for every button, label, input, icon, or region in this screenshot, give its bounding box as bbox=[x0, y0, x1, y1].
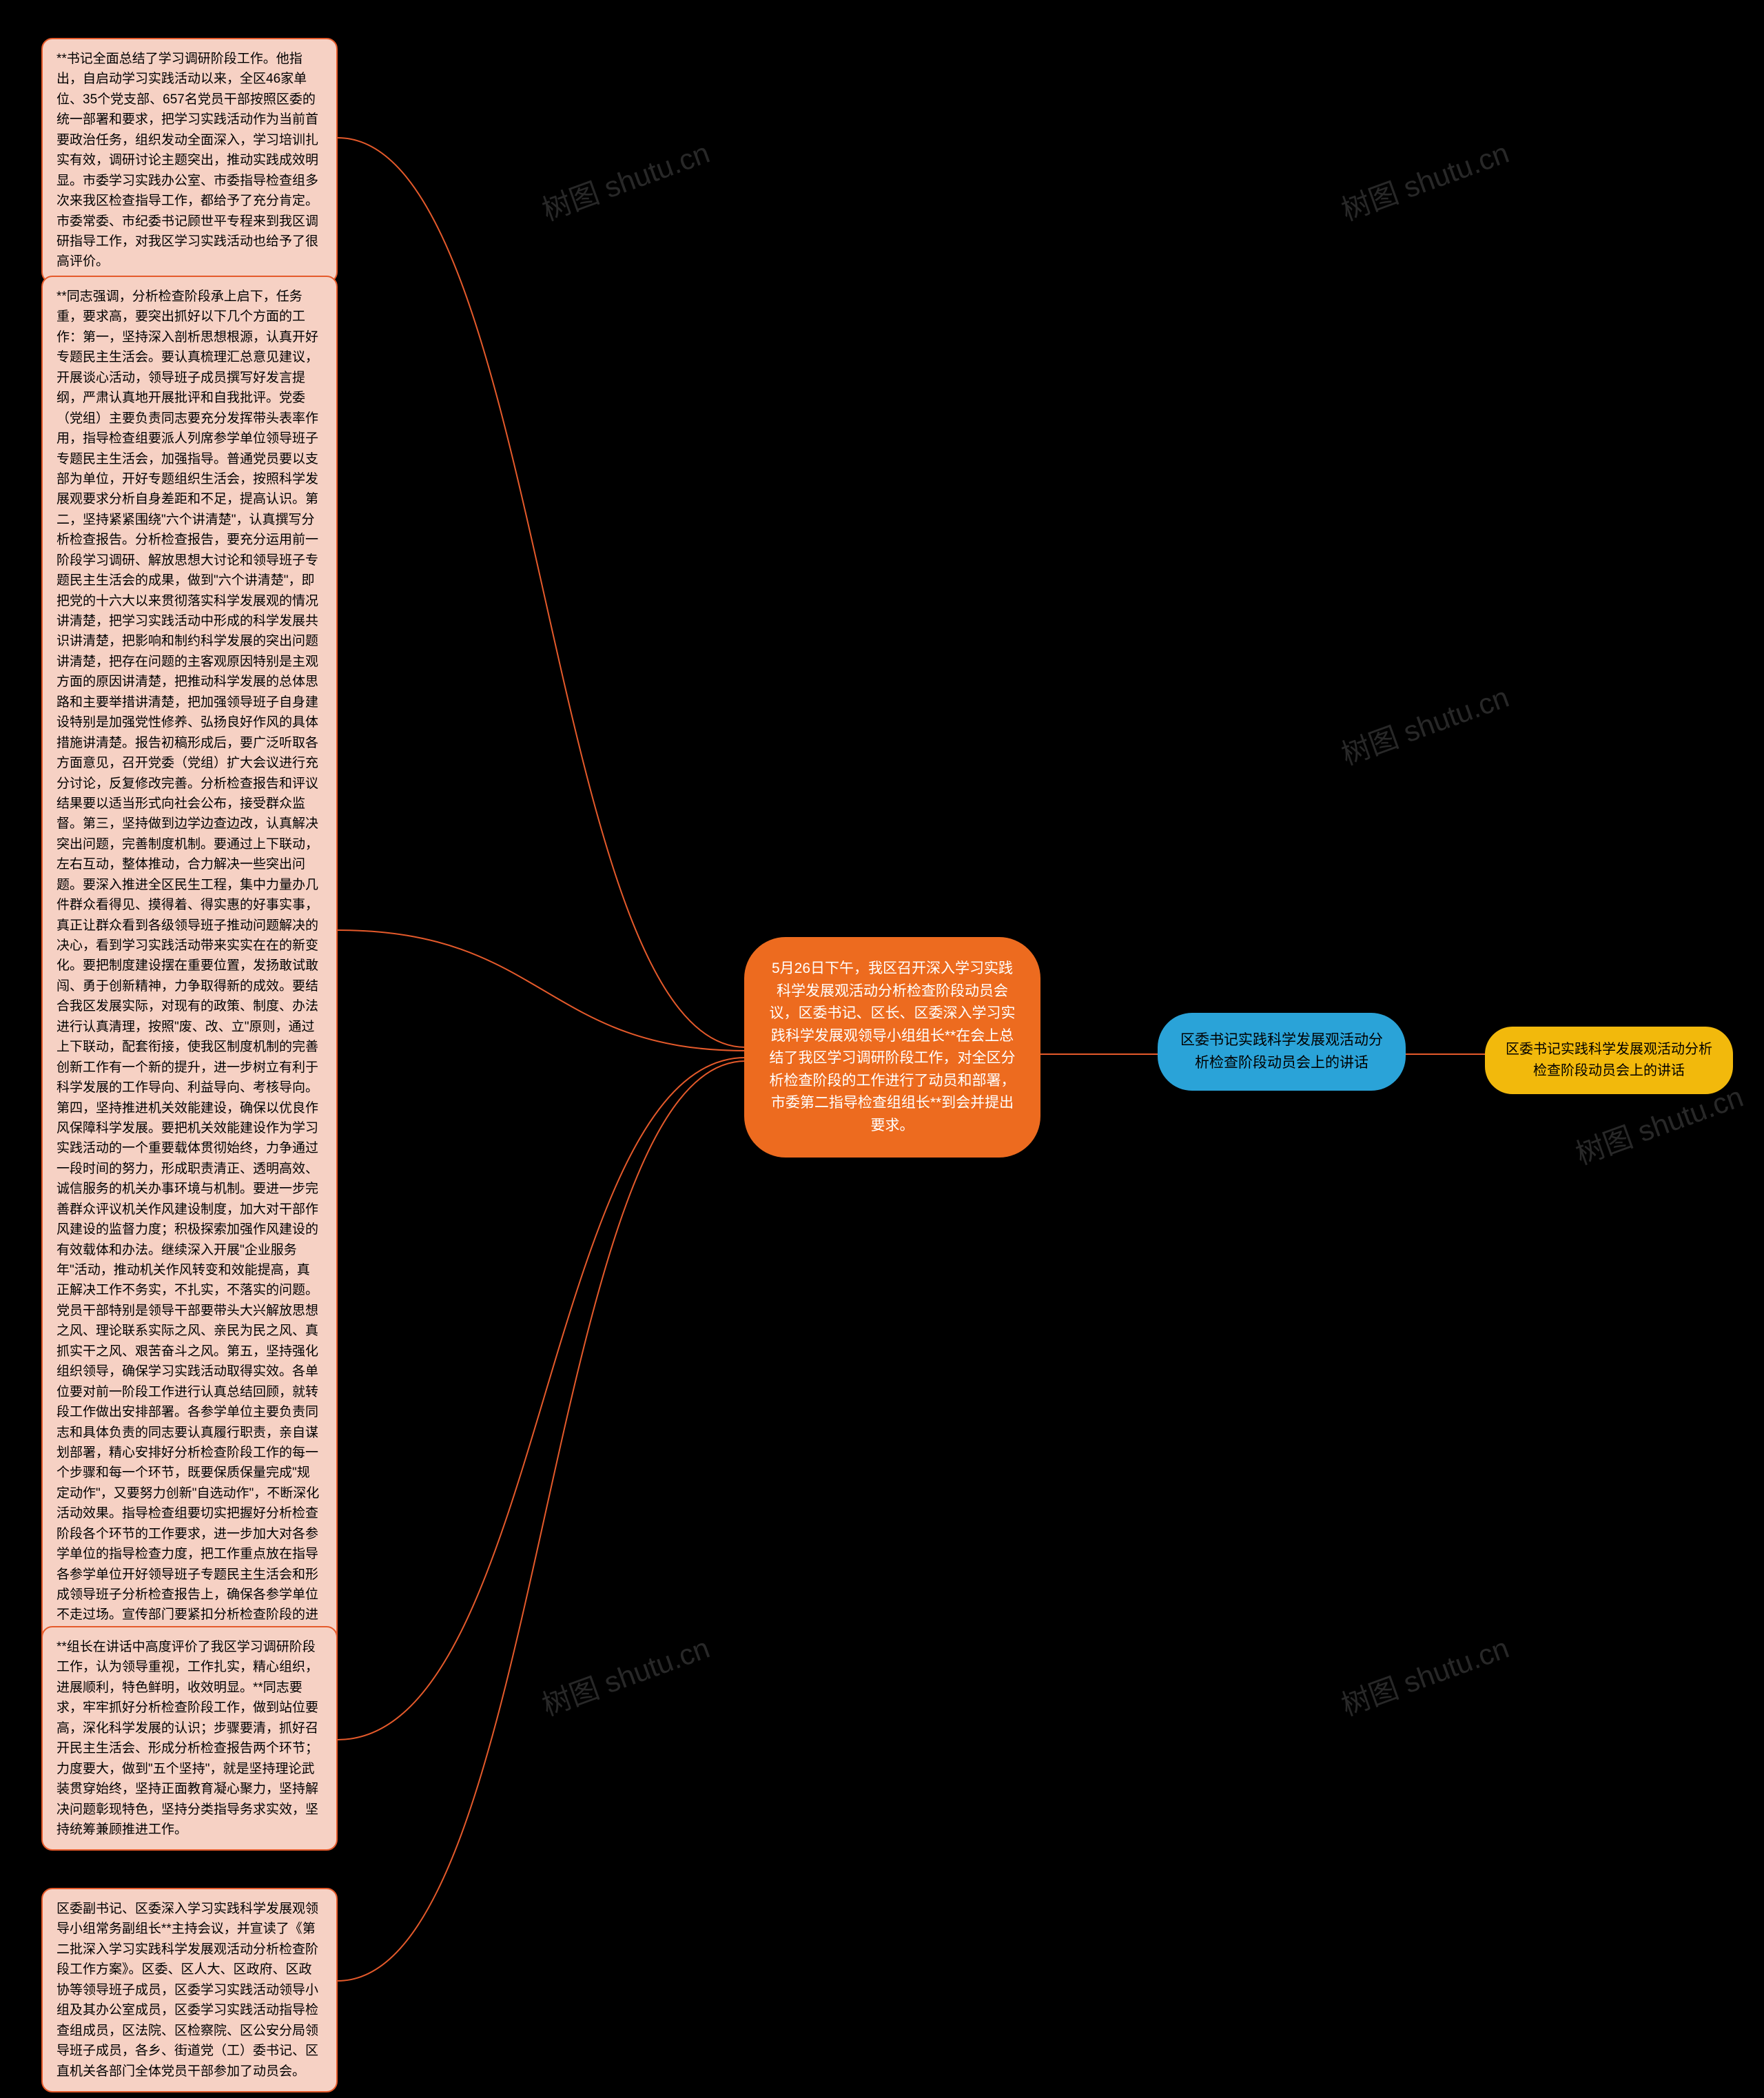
watermark: 树图 shutu.cn bbox=[1335, 674, 1514, 773]
leaf-node-text: **书记全面总结了学习调研阶段工作。他指出，自启动学习实践活动以来，全区46家单… bbox=[57, 52, 318, 269]
hub-node-text: 5月26日下午，我区召开深入学习实践科学发展观活动分析检查阶段动员会议，区委书记… bbox=[770, 960, 1016, 1133]
leaf-node-text: **同志强调，分析检查阶段承上启下，任务重，要求高，要突出抓好以下几个方面的工作… bbox=[57, 289, 319, 1724]
leaf-node-evaluation[interactable]: **组长在讲话中高度评价了我区学习调研阶段工作，认为领导重视，工作扎实，精心组织… bbox=[41, 1626, 338, 1851]
leaf-node-text: 区委副书记、区委深入学习实践科学发展观领导小组常务副组长**主持会议，并宣读了《… bbox=[57, 1902, 318, 2079]
watermark: 树图 shutu.cn bbox=[1335, 1625, 1514, 1724]
hub-node[interactable]: 5月26日下午，我区召开深入学习实践科学发展观活动分析检查阶段动员会议，区委书记… bbox=[744, 937, 1040, 1158]
edge-leaf3-hub bbox=[338, 1058, 746, 1740]
watermark: 树图 shutu.cn bbox=[535, 1625, 715, 1724]
edge-leaf1-hub bbox=[338, 138, 746, 1047]
mid-node-text: 区委书记实践科学发展观活动分析检查阶段动员会上的讲话 bbox=[1180, 1032, 1383, 1071]
edge-leaf2-hub bbox=[338, 930, 746, 1051]
root-node-text: 区委书记实践科学发展观活动分析检查阶段动员会上的讲话 bbox=[1506, 1042, 1712, 1078]
root-node[interactable]: 区委书记实践科学发展观活动分析检查阶段动员会上的讲话 bbox=[1485, 1027, 1733, 1094]
edge-leaf4-hub bbox=[338, 1061, 746, 1981]
watermark: 树图 shutu.cn bbox=[535, 130, 715, 229]
leaf-node-emphasis[interactable]: **同志强调，分析检查阶段承上启下，任务重，要求高，要突出抓好以下几个方面的工作… bbox=[41, 276, 338, 1738]
mid-node[interactable]: 区委书记实践科学发展观活动分析检查阶段动员会上的讲话 bbox=[1158, 1013, 1406, 1091]
leaf-node-text: **组长在讲话中高度评价了我区学习调研阶段工作，认为领导重视，工作扎实，精心组织… bbox=[57, 1640, 318, 1837]
leaf-node-meeting-info[interactable]: 区委副书记、区委深入学习实践科学发展观领导小组常务副组长**主持会议，并宣读了《… bbox=[41, 1888, 338, 2092]
leaf-node-summary[interactable]: **书记全面总结了学习调研阶段工作。他指出，自启动学习实践活动以来，全区46家单… bbox=[41, 38, 338, 283]
watermark: 树图 shutu.cn bbox=[1335, 130, 1514, 229]
